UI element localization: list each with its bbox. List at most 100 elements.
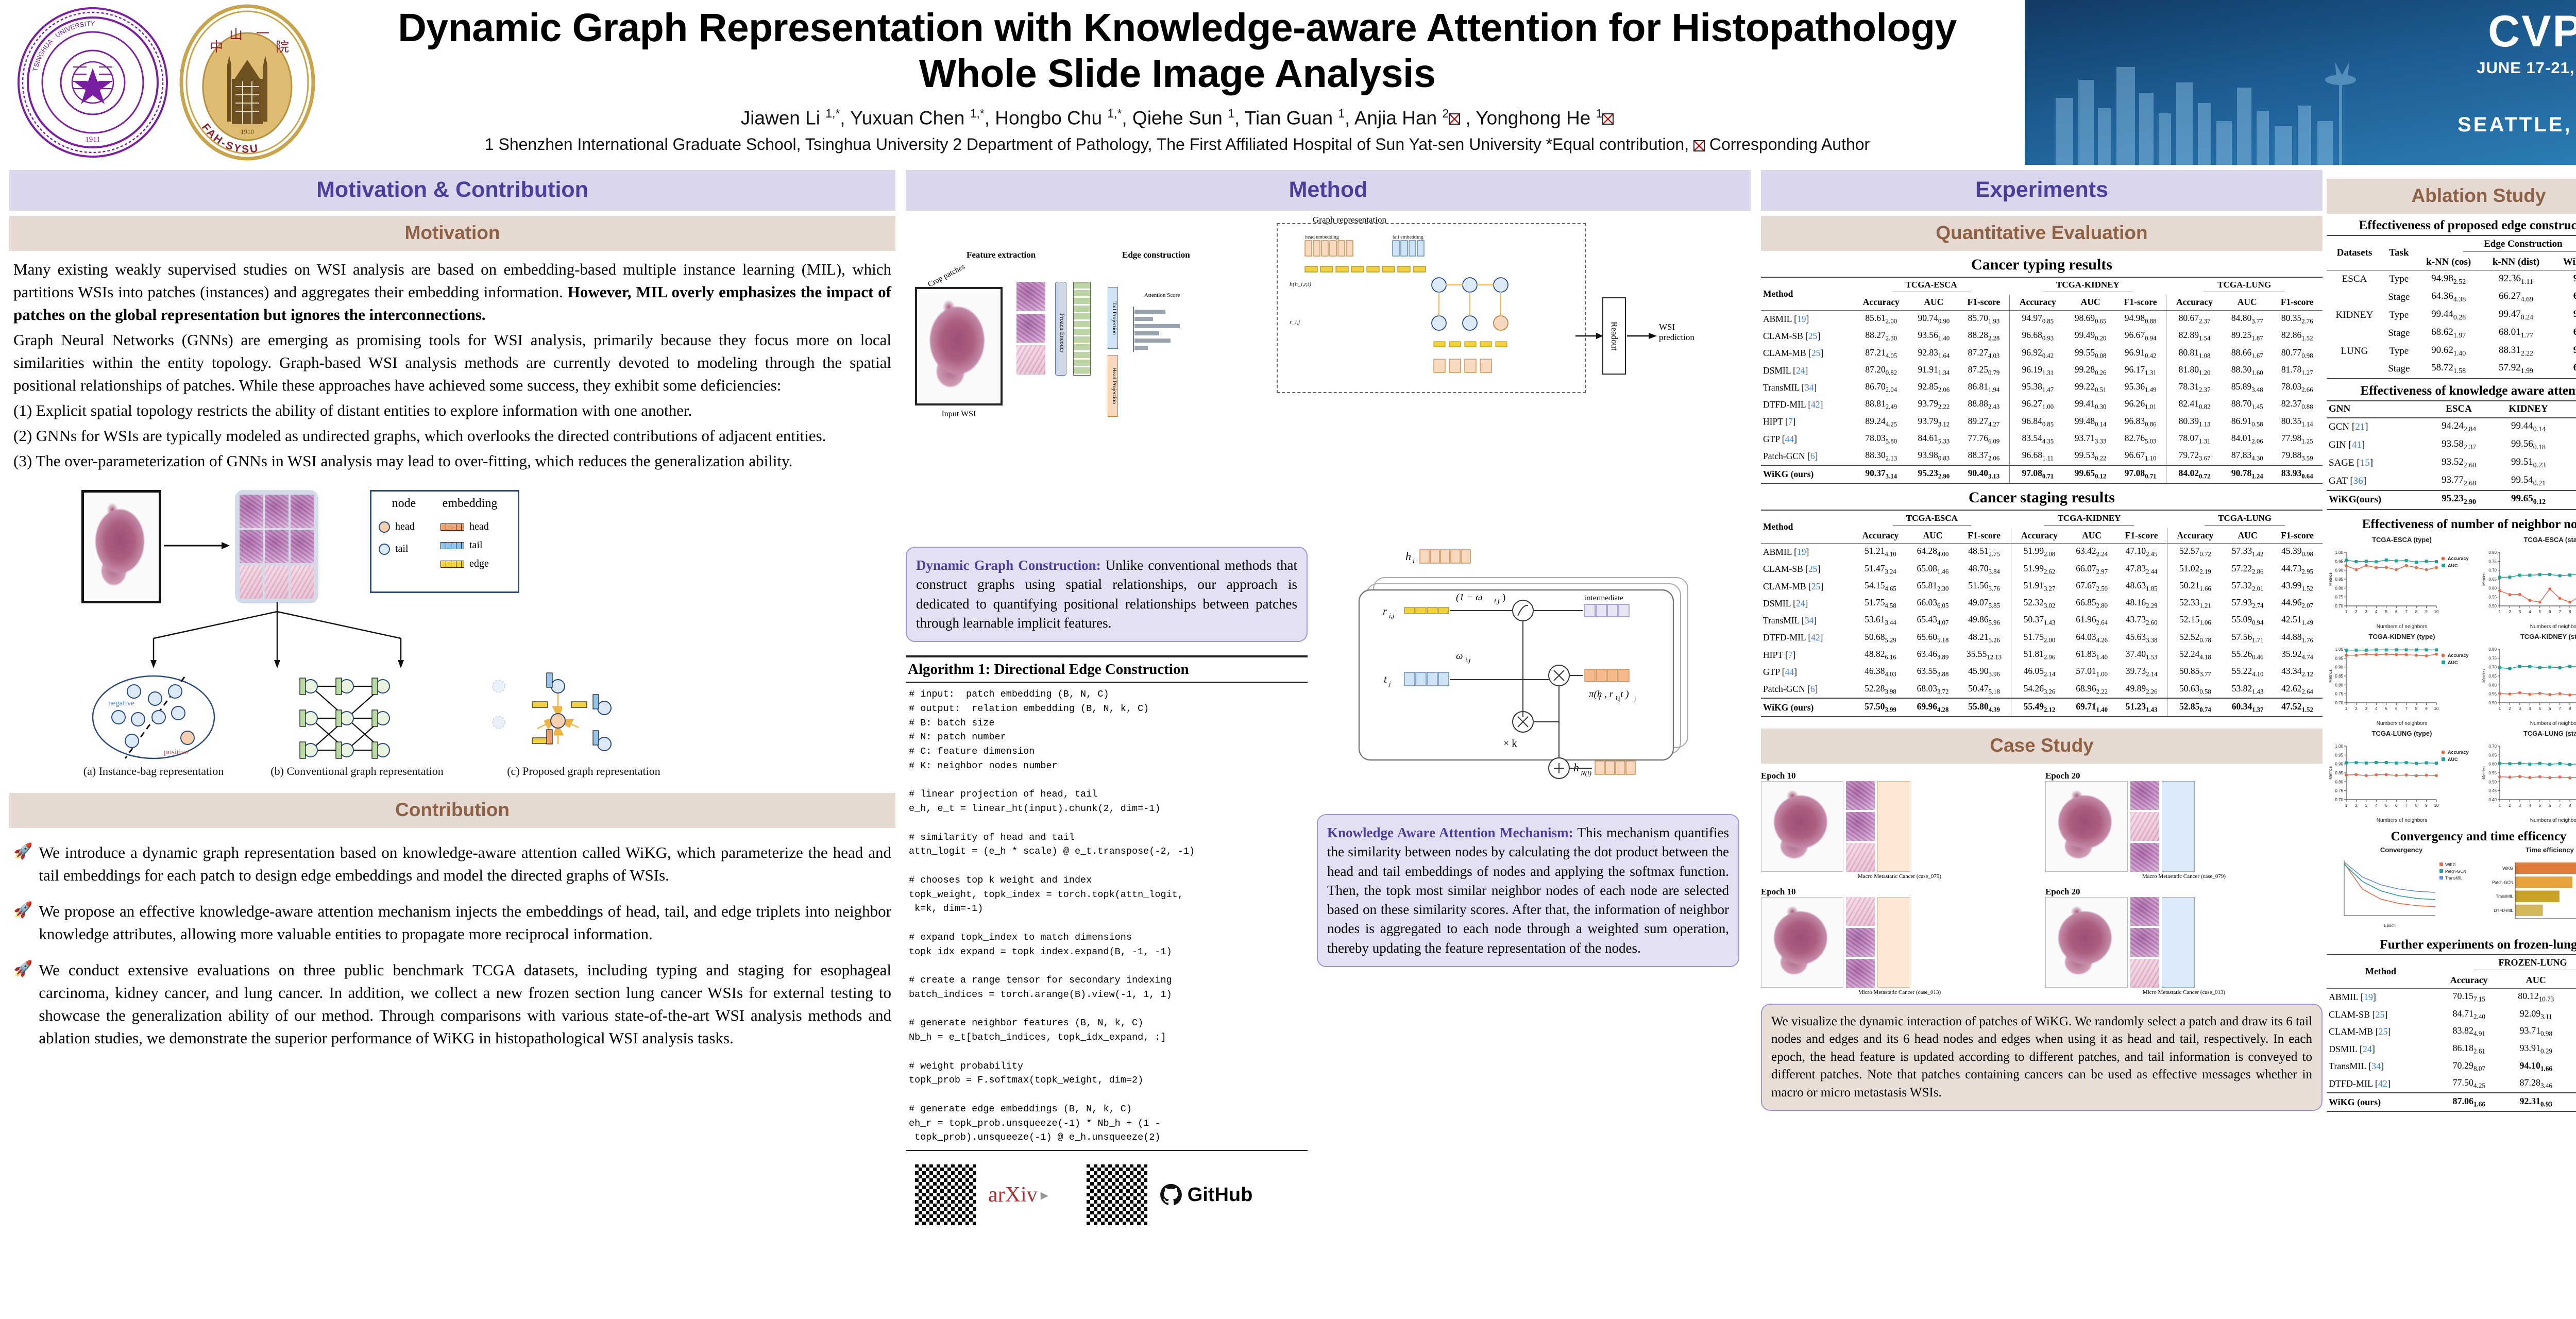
table-cell: 88.282.28 (1968, 330, 2000, 342)
feature-vector-stack (1073, 282, 1091, 376)
cvpr-name: CVPR (2488, 7, 2576, 56)
table-cell: 54.154.65 (1865, 580, 1896, 593)
github-qr-code[interactable] (1086, 1164, 1147, 1225)
chart-xlabel: Numbers of neighbors (2530, 623, 2576, 630)
table-cell: 64.364.38 (2431, 291, 2466, 304)
svg-text:0.70: 0.70 (2335, 701, 2343, 705)
legend-node-tail: tail (395, 543, 409, 555)
table-cell: 99.550.08 (2074, 347, 2107, 360)
table-cell: 69.648.91 (2569, 1058, 2576, 1075)
table-cell: 97.080.71 (2124, 468, 2157, 480)
table-cell: 80.770.98 (2281, 347, 2313, 360)
svg-text:0.95: 0.95 (2335, 753, 2343, 757)
col-method: Method (1763, 288, 1793, 299)
dataset-name (2327, 289, 2382, 307)
method-name: Patch-GCN [6] (1763, 450, 1818, 461)
svg-text:7: 7 (2558, 610, 2561, 614)
deficiency-3: (3) The over-parameterization of GNNs in… (13, 452, 793, 470)
table-cell: 57.932.74 (2231, 597, 2264, 610)
graph-representation-box (1277, 223, 1586, 393)
table-cell: 99.560.18 (2511, 438, 2546, 451)
svg-text:4: 4 (2529, 706, 2531, 711)
table-cell: 63.553.88 (1917, 666, 1949, 678)
svg-text:AUC: AUC (2448, 563, 2458, 568)
figure-a-instance-bag: negative positive (92, 675, 215, 759)
case-patch-col (1846, 781, 1875, 872)
svg-text:0.80: 0.80 (2488, 647, 2497, 652)
svg-text:0.70: 0.70 (2488, 665, 2497, 669)
svg-text:2: 2 (2509, 610, 2511, 614)
svg-text:AUC: AUC (2448, 757, 2458, 762)
table-cell: 51.022.19 (2166, 561, 2224, 578)
table-cell: 93.772.68 (2442, 474, 2477, 487)
table-cell: 87.200.82 (1865, 364, 1897, 377)
table-row: WiKG (ours) 90.373.14 95.232.90 90.403.13 97… (1761, 465, 2323, 484)
figure-c-proposed-graph (492, 672, 612, 752)
time-efficiency-svg: WiKG Patch-GCN TransMIL DTFD-MIL (2492, 862, 2576, 919)
table-cell: 90.371.32 (2565, 436, 2576, 454)
table-cell: 51.563.76 (1968, 580, 2000, 593)
method-name: Patch-GCN [6] (1763, 684, 1818, 695)
table-cell: 82.861.52 (2281, 330, 2313, 342)
svg-text:5: 5 (2385, 706, 2388, 711)
column-method: Method Graph representation Feature extr… (906, 170, 1751, 1225)
table-cell: 65.434.07 (1917, 614, 1949, 627)
svg-text:Accuracy: Accuracy (2448, 556, 2469, 561)
table-cell: 94.242.84 (2442, 420, 2477, 434)
svg-text:9: 9 (2425, 706, 2428, 711)
metric-accuracy: Accuracy (2009, 294, 2066, 311)
svg-text:h: h (1405, 550, 1411, 563)
patch-tile (290, 530, 314, 564)
patch-tile (1016, 313, 1045, 343)
chart-cell: TCGA-LUNG (type) 0.70 0.75 0.80 0.85 0.90 0.95… (2327, 730, 2477, 823)
label-times-k: × k (1503, 738, 1517, 749)
svg-text:4: 4 (2375, 803, 2378, 808)
svg-text:0.55: 0.55 (2488, 691, 2497, 696)
arxiv-link[interactable]: arXiv ▸ (988, 1183, 1048, 1207)
table-row: GCN [21] 94.242.84 99.440.14 90.331.20 (2327, 418, 2576, 436)
table-cell: 68.962.22 (2076, 683, 2108, 696)
svg-text:0.70: 0.70 (2335, 798, 2343, 802)
motivation-paragraph-2: Graph Neural Networks (GNNs) are emergin… (13, 331, 891, 395)
svg-text:7: 7 (2558, 706, 2561, 711)
contribution-text: We propose an effective knowledge-aware … (39, 902, 891, 943)
table-edge-construction: Datasets Task Edge Construction k-NN (co… (2327, 235, 2576, 380)
table-cell: 90.781.24 (2565, 491, 2576, 510)
github-icon (1160, 1183, 1182, 1206)
graph-node-diagram: head embedding tail embedding h(h_i,r,t)… (1290, 235, 1509, 373)
svg-text:中: 中 (210, 40, 223, 55)
svg-text:0.75: 0.75 (2488, 559, 2497, 564)
table-title-knowledge-attention: Effectiveness of knowledge aware attenti… (2360, 383, 2576, 398)
table-cell: 99.220.51 (2074, 381, 2107, 394)
table-cell: 93.792.22 (1918, 398, 1950, 411)
method-name: GTP [44] (1763, 433, 1797, 444)
chart-title: TCGA-KIDNEY (type) (2368, 632, 2435, 640)
table-cell: 99.470.24 (2498, 309, 2533, 322)
svg-text:3: 3 (2519, 803, 2521, 808)
legend-node-head: head (395, 521, 415, 533)
arxiv-qr-code[interactable] (915, 1164, 976, 1225)
table-cell: 85.701.93 (1968, 312, 2000, 325)
table-cell: 48.215.26 (1968, 631, 2000, 644)
svg-text:4: 4 (2529, 803, 2531, 808)
svg-text:0.90: 0.90 (2335, 665, 2343, 669)
table-row: TransMIL [34] 53.613.44 65.434.07 49.865.96… (1761, 612, 2323, 630)
github-link[interactable]: GitHub (1160, 1183, 1252, 1206)
table-cell: 57.222.86 (2231, 563, 2264, 576)
table-cell: 90.403.13 (1968, 468, 2000, 480)
group-lung: TCGA-LUNG (2205, 513, 2285, 526)
deficiency-1: (1) Explicit spatial topology restricts … (13, 401, 692, 420)
table-row: DTFD-MIL [42] 88.812.49 93.792.22 88.882.43… (1761, 396, 2323, 414)
section-header-method: Method (906, 170, 1751, 211)
subsection-header-ablation: Ablation Study (2327, 179, 2576, 214)
table-cell: 86.811.94 (1968, 381, 2000, 394)
table-row: DTFD-MIL [42] 77.504.25 87.283.46 77.704.21 (2327, 1075, 2576, 1093)
patch-tile (265, 495, 289, 528)
table-cell: 84.020.72 (2165, 465, 2223, 484)
contribution-text: We introduce a dynamic graph representat… (39, 843, 891, 885)
chart-xlabel: Numbers of neighbors (2376, 623, 2428, 630)
table-cell: 68.033.72 (1917, 683, 1949, 696)
chart-cell: TCGA-KIDNEY (type) 0.70 0.75 0.80 0.85 0.90 0.… (2327, 633, 2477, 726)
table-cell: 84.012.06 (2231, 432, 2263, 445)
motivation-text: Many existing weakly supervised studies … (9, 251, 895, 472)
